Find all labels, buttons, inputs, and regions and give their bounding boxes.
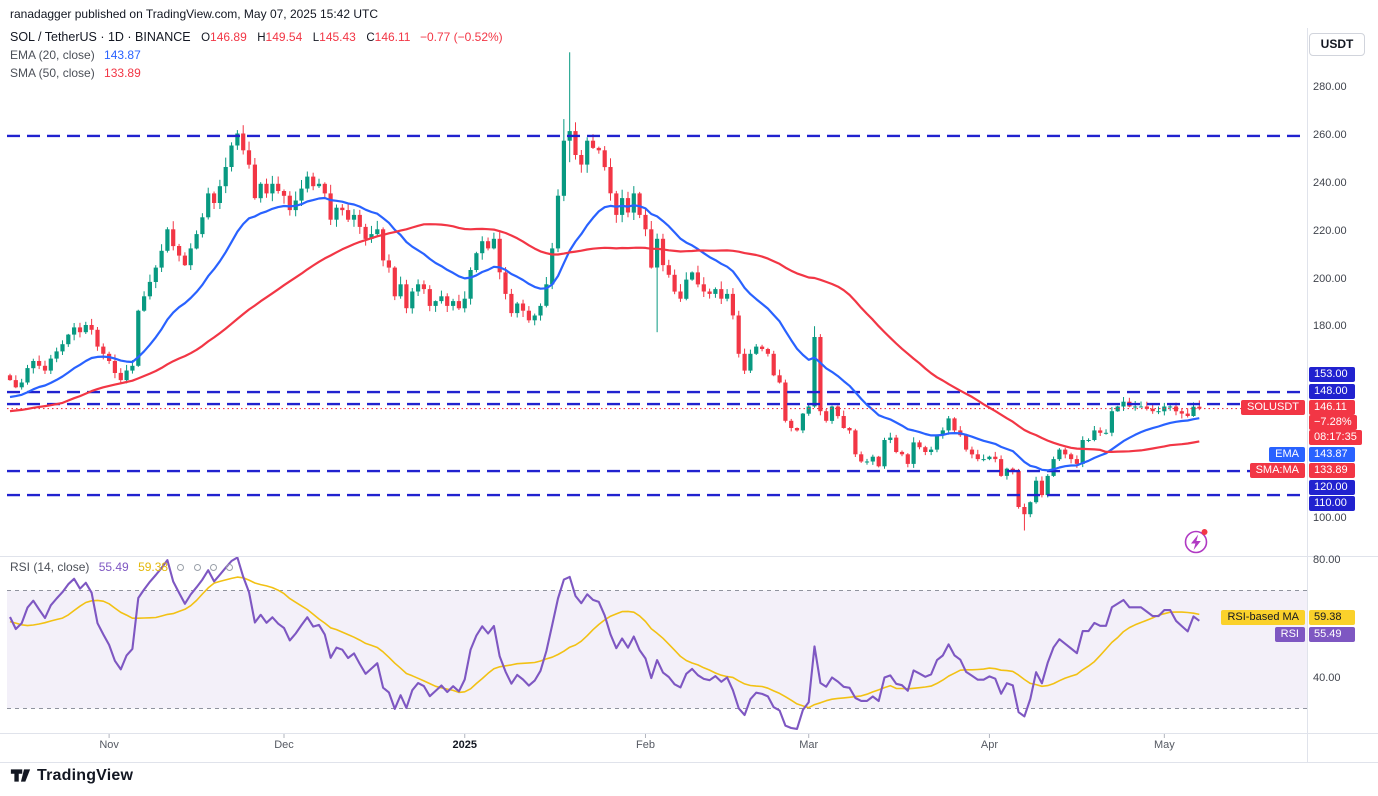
boost-icon[interactable] [1184, 529, 1208, 554]
rsi-legend-value: 55.49 [98, 560, 129, 574]
symbol-legend: SOL / TetherUS · 1D · BINANCE O146.89 H1… [10, 30, 503, 80]
ohlc-close-value: 146.11 [374, 30, 411, 44]
ohlc-open-value: 146.89 [210, 30, 247, 44]
rsi-ma-line [9, 576, 1200, 709]
legend-circle-icon [177, 564, 185, 572]
ohlc-key: C [366, 32, 375, 44]
sma-legend-value: 133.89 [104, 66, 141, 80]
change-value: −0.77 (−0.52%) [419, 30, 503, 44]
ema-line [9, 196, 1200, 472]
rsi-line [9, 557, 1200, 730]
ema-legend-value: 143.87 [104, 48, 141, 62]
legend-circle-icon [226, 564, 234, 572]
legend-circle-icon [193, 564, 201, 572]
published-byline: ranadagger published on TradingView.com,… [10, 7, 379, 21]
sma-line [9, 223, 1200, 453]
symbol-title[interactable]: SOL / TetherUS · 1D · BINANCE [10, 30, 191, 44]
tradingview-wordmark: TradingView [37, 766, 134, 784]
rsi-legend-label: RSI (14, close) [10, 560, 90, 574]
ohlc-low-value: 145.43 [319, 30, 356, 44]
rsi-band [7, 590, 1307, 709]
ema-legend-row[interactable]: EMA (20, close) 143.87 [10, 48, 503, 62]
ohlc-key: O [201, 32, 211, 44]
currency-toggle-button[interactable]: USDT [1309, 33, 1365, 56]
symbol-legend-row[interactable]: SOL / TetherUS · 1D · BINANCE O146.89 H1… [10, 30, 503, 44]
ohlc-key: H [257, 32, 266, 44]
ema-legend-label: EMA (20, close) [10, 48, 95, 62]
rsi-ma-legend-value: 59.38 [138, 560, 169, 574]
tradingview-logomark-icon [10, 769, 31, 782]
notification-dot [1201, 529, 1208, 535]
legend-circle-icon [210, 564, 218, 572]
sma-legend-row[interactable]: SMA (50, close) 133.89 [10, 66, 503, 80]
rsi-legend-row[interactable]: RSI (14, close) 55.49 59.38 [10, 560, 234, 574]
tradingview-logo-link[interactable]: TradingView [10, 765, 133, 786]
ohlc-high-value: 149.54 [265, 30, 303, 44]
ohlc-key: L [312, 32, 320, 44]
candlestick-series [7, 52, 1202, 531]
sma-legend-label: SMA (50, close) [10, 66, 95, 80]
